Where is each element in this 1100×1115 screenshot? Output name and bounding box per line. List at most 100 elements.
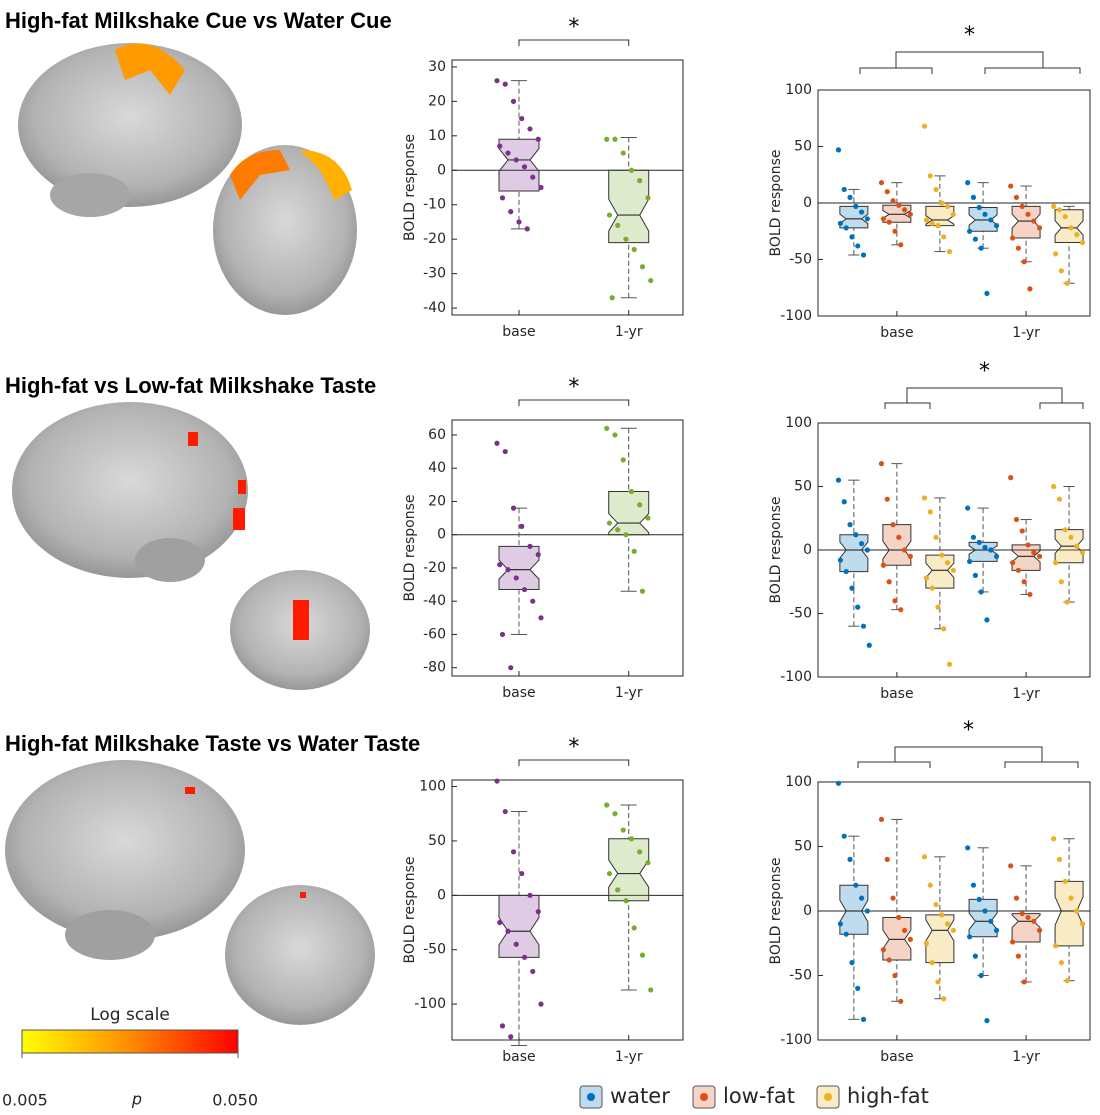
significance-star: *: [964, 23, 975, 48]
data-point: [849, 234, 854, 239]
data-point: [971, 195, 976, 200]
significance-bracket: [907, 388, 1062, 403]
y-tick-label: 100: [785, 415, 812, 431]
data-point: [930, 221, 935, 226]
y-tick-label: 0: [437, 527, 446, 543]
data-point: [838, 558, 843, 563]
data-point: [1027, 286, 1032, 291]
y-axis-label: BOLD response: [402, 857, 418, 964]
data-point: [1063, 879, 1068, 884]
data-point: [977, 897, 982, 902]
data-point: [951, 212, 956, 217]
data-point: [1074, 544, 1079, 549]
data-point: [973, 954, 978, 959]
data-point: [908, 937, 913, 942]
data-point: [1065, 978, 1070, 983]
y-tick-label: -40: [423, 300, 446, 316]
colorbar-tick-label: 0.050: [212, 1091, 258, 1110]
y-tick-label: 10: [428, 128, 446, 144]
data-point: [881, 216, 886, 221]
data-point: [1059, 960, 1064, 965]
x-tick-label: 1-yr: [1012, 1049, 1040, 1065]
data-point: [1068, 896, 1073, 901]
data-point: [971, 883, 976, 888]
data-point: [640, 589, 645, 594]
panel-title: High-fat Milkshake Taste vs Water Taste: [5, 731, 420, 756]
y-tick-label: 30: [428, 59, 446, 75]
data-point: [1027, 592, 1032, 597]
data-point: [967, 559, 972, 564]
data-point: [621, 150, 626, 155]
significance-bracket: [1005, 762, 1078, 768]
data-point: [861, 624, 866, 629]
legend-label: high-fat: [847, 1084, 929, 1108]
data-point: [902, 207, 907, 212]
data-point: [522, 955, 527, 960]
data-point: [945, 921, 950, 926]
data-point: [629, 489, 634, 494]
data-point: [1059, 268, 1064, 273]
data-point: [933, 187, 938, 192]
data-point: [865, 216, 870, 221]
data-point: [1014, 195, 1019, 200]
y-tick-label: 50: [794, 839, 812, 855]
legend-label: low-fat: [723, 1084, 795, 1108]
data-point: [1010, 939, 1015, 944]
data-point: [525, 226, 530, 231]
data-point: [988, 919, 993, 924]
data-point: [500, 1023, 505, 1028]
data-point: [977, 205, 982, 210]
panel-title: High-fat Milkshake Cue vs Water Cue: [5, 8, 392, 33]
data-point: [867, 643, 872, 648]
data-point: [604, 426, 609, 431]
y-tick-label: -60: [423, 626, 446, 642]
box: [609, 170, 649, 242]
data-point: [984, 1018, 989, 1023]
data-point: [945, 560, 950, 565]
data-point: [494, 778, 499, 783]
data-point: [890, 896, 895, 901]
data-point: [629, 168, 634, 173]
data-point: [645, 515, 650, 520]
data-point: [922, 854, 927, 859]
significance-star: *: [568, 15, 579, 40]
legend-dot: [700, 1093, 708, 1101]
y-axis-label: BOLD response: [402, 495, 418, 602]
data-point: [865, 908, 870, 913]
y-tick-label: 50: [428, 833, 446, 849]
data-point: [887, 957, 892, 962]
data-point: [1008, 183, 1013, 188]
data-point: [623, 898, 628, 903]
data-point: [865, 547, 870, 552]
box: [609, 491, 649, 534]
data-point: [885, 189, 890, 194]
data-point: [1025, 542, 1030, 547]
x-tick-label: base: [502, 324, 535, 340]
box: [840, 206, 868, 227]
data-point: [973, 573, 978, 578]
data-point: [853, 883, 858, 888]
data-point: [1020, 528, 1025, 533]
y-tick-label: 0: [437, 887, 446, 903]
data-point: [640, 953, 645, 958]
data-point: [902, 547, 907, 552]
data-point: [847, 857, 852, 862]
data-point: [607, 520, 612, 525]
data-point: [604, 802, 609, 807]
data-point: [887, 579, 892, 584]
data-point: [988, 547, 993, 552]
y-tick-label: 100: [419, 779, 446, 795]
data-point: [1022, 979, 1027, 984]
activation: [300, 892, 306, 898]
data-point: [1008, 475, 1013, 480]
data-point: [898, 242, 903, 247]
y-tick-label: -40: [423, 593, 446, 609]
y-tick-label: 20: [428, 493, 446, 509]
colorbar-label: p: [131, 1090, 142, 1109]
data-point: [1068, 535, 1073, 540]
data-point: [640, 264, 645, 269]
data-point: [965, 505, 970, 510]
x-tick-label: 1-yr: [1012, 325, 1040, 341]
data-point: [1016, 954, 1021, 959]
data-point: [1059, 579, 1064, 584]
